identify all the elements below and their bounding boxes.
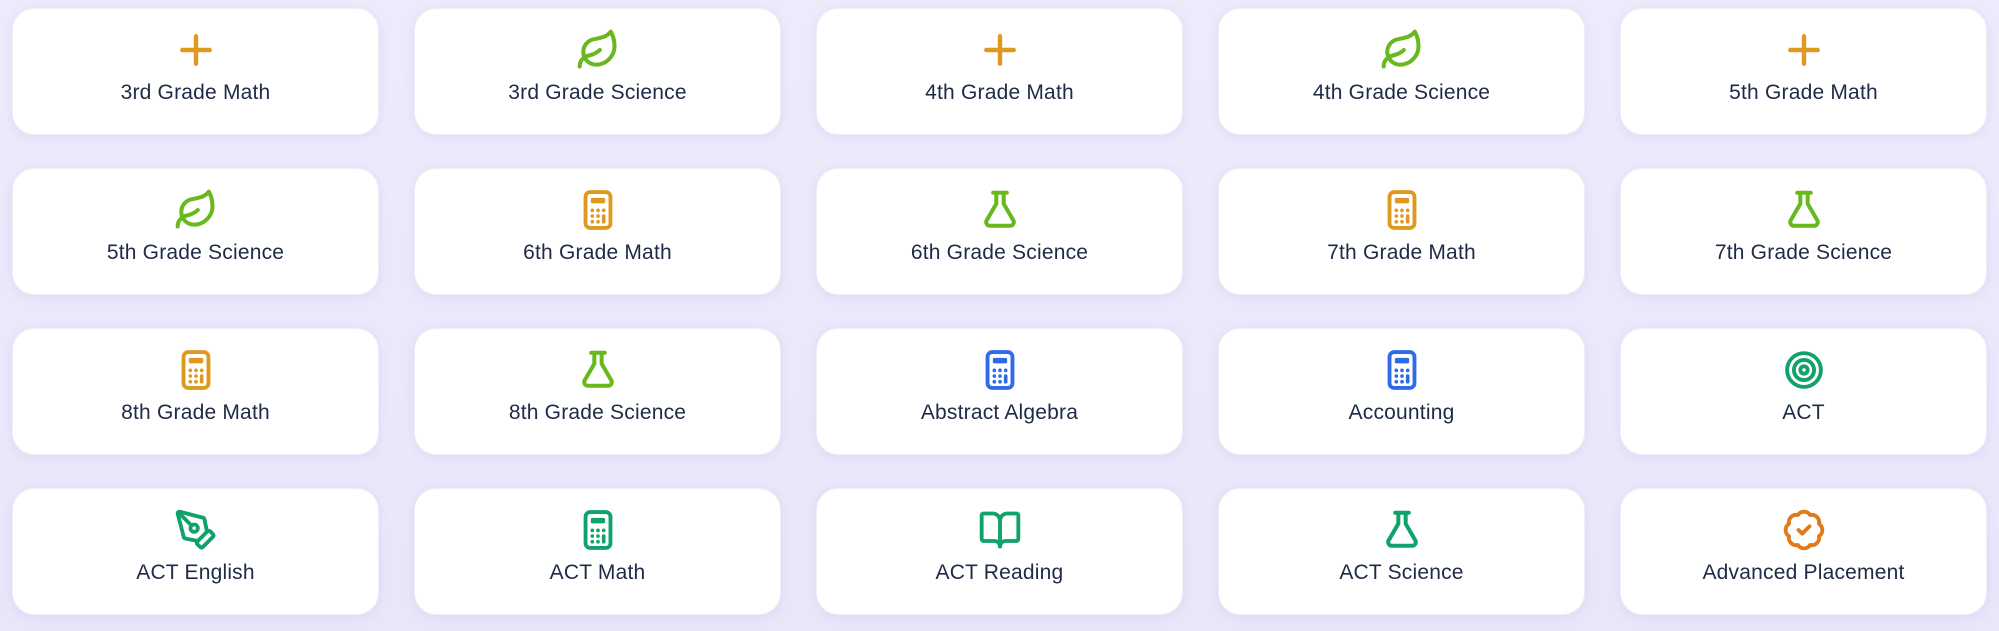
flask-icon	[1782, 188, 1826, 232]
calculator-icon	[576, 508, 620, 552]
card-7th-grade-science[interactable]: 7th Grade Science	[1620, 168, 1987, 295]
card-8th-grade-science[interactable]: 8th Grade Science	[414, 328, 781, 455]
card-3rd-grade-math[interactable]: 3rd Grade Math	[12, 8, 379, 135]
card-8th-grade-math[interactable]: 8th Grade Math	[12, 328, 379, 455]
card-label: 6th Grade Science	[910, 241, 1089, 264]
card-label: 5th Grade Math	[1729, 81, 1878, 104]
card-label: ACT Math	[549, 561, 646, 584]
card-accounting[interactable]: Accounting	[1218, 328, 1585, 455]
card-label: Accounting	[1348, 401, 1455, 424]
card-label: 5th Grade Science	[106, 241, 285, 264]
card-4th-grade-math[interactable]: 4th Grade Math	[816, 8, 1183, 135]
card-label: 8th Grade Math	[121, 401, 270, 424]
target-icon	[1782, 348, 1826, 392]
card-label: ACT English	[136, 561, 255, 584]
card-act-english[interactable]: ACT English	[12, 488, 379, 615]
leaf-icon	[576, 28, 620, 72]
card-3rd-grade-science[interactable]: 3rd Grade Science	[414, 8, 781, 135]
plus-icon	[174, 28, 218, 72]
card-label: ACT	[1782, 401, 1825, 424]
card-label: Abstract Algebra	[920, 401, 1079, 424]
card-5th-grade-math[interactable]: 5th Grade Math	[1620, 8, 1987, 135]
card-label: Advanced Placement	[1702, 561, 1905, 584]
card-7th-grade-math[interactable]: 7th Grade Math	[1218, 168, 1585, 295]
badge-check-icon	[1782, 508, 1826, 552]
pen-tool-icon	[174, 508, 218, 552]
plus-icon	[978, 28, 1022, 72]
card-label: 3rd Grade Math	[120, 81, 271, 104]
plus-icon	[1782, 28, 1826, 72]
flask-icon	[978, 188, 1022, 232]
calculator-icon	[1380, 188, 1424, 232]
card-act[interactable]: ACT	[1620, 328, 1987, 455]
flask-icon	[576, 348, 620, 392]
subject-card-grid: 3rd Grade Math 3rd Grade Science 4th Gra…	[12, 8, 1987, 615]
flask-icon	[1380, 508, 1424, 552]
card-label: 7th Grade Science	[1714, 241, 1893, 264]
card-act-math[interactable]: ACT Math	[414, 488, 781, 615]
card-act-reading[interactable]: ACT Reading	[816, 488, 1183, 615]
calculator-icon	[576, 188, 620, 232]
card-6th-grade-science[interactable]: 6th Grade Science	[816, 168, 1183, 295]
book-open-icon	[978, 508, 1022, 552]
card-advanced-placement[interactable]: Advanced Placement	[1620, 488, 1987, 615]
card-label: 4th Grade Science	[1312, 81, 1491, 104]
card-label: 6th Grade Math	[523, 241, 672, 264]
card-label: 7th Grade Math	[1327, 241, 1476, 264]
calculator-icon	[1380, 348, 1424, 392]
card-label: ACT Reading	[935, 561, 1064, 584]
calculator-icon	[174, 348, 218, 392]
card-abstract-algebra[interactable]: Abstract Algebra	[816, 328, 1183, 455]
card-4th-grade-science[interactable]: 4th Grade Science	[1218, 8, 1585, 135]
leaf-icon	[174, 188, 218, 232]
card-5th-grade-science[interactable]: 5th Grade Science	[12, 168, 379, 295]
card-label: ACT Science	[1339, 561, 1464, 584]
leaf-icon	[1380, 28, 1424, 72]
card-label: 4th Grade Math	[925, 81, 1074, 104]
card-6th-grade-math[interactable]: 6th Grade Math	[414, 168, 781, 295]
calculator-icon	[978, 348, 1022, 392]
card-act-science[interactable]: ACT Science	[1218, 488, 1585, 615]
card-label: 8th Grade Science	[508, 401, 687, 424]
card-label: 3rd Grade Science	[508, 81, 687, 104]
